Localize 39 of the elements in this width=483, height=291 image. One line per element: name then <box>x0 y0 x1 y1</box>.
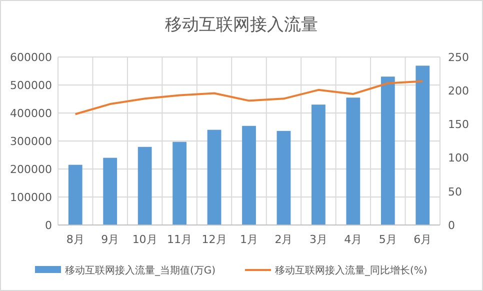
x-tick-label: 2月 <box>274 233 293 246</box>
y-tick-label: 100000 <box>10 190 52 204</box>
bar <box>416 66 430 225</box>
y-tick-label: 400000 <box>10 106 52 120</box>
y-tick-label: 0 <box>45 218 52 232</box>
y-tick-label: 200000 <box>10 162 52 176</box>
bar <box>68 164 82 225</box>
y-tick-label: 300000 <box>10 134 52 148</box>
bar <box>380 76 395 225</box>
bar <box>276 130 291 225</box>
bar <box>346 98 360 225</box>
y2-tick-label: 100 <box>448 152 469 165</box>
bar <box>207 130 222 225</box>
bar <box>312 104 326 225</box>
x-tick-label: 12月 <box>202 233 227 246</box>
y-tick-label: 600000 <box>10 50 52 64</box>
x-tick-label: 4月 <box>344 233 362 246</box>
x-tick-label: 10月 <box>132 233 158 246</box>
bar <box>242 126 256 225</box>
x-tick-label: 11月 <box>167 233 192 246</box>
bar <box>172 142 186 225</box>
y-tick-label: 500000 <box>10 78 52 92</box>
bar <box>138 146 152 225</box>
x-tick-label: 3月 <box>309 233 328 246</box>
legend-label: 移动互联网接入流量_当期值(万G) <box>65 264 216 276</box>
x-tick-label: 5月 <box>378 233 397 246</box>
y2-tick-label: 200 <box>448 84 469 98</box>
x-tick-label: 6月 <box>414 233 432 246</box>
x-tick-label: 1月 <box>240 233 258 246</box>
y2-tick-label: 250 <box>448 50 469 64</box>
x-tick-label: 9月 <box>101 233 120 246</box>
bar <box>103 158 118 225</box>
line-series <box>74 80 424 116</box>
y2-tick-label: 150 <box>448 118 469 132</box>
chart-title: 移动互联网接入流量 <box>165 15 318 35</box>
y2-tick-label: 0 <box>448 218 455 232</box>
y2-tick-label: 50 <box>448 185 462 198</box>
x-tick-label: 8月 <box>66 233 84 246</box>
legend-label: 移动互联网接入流量_同比增长(%) <box>275 264 428 276</box>
